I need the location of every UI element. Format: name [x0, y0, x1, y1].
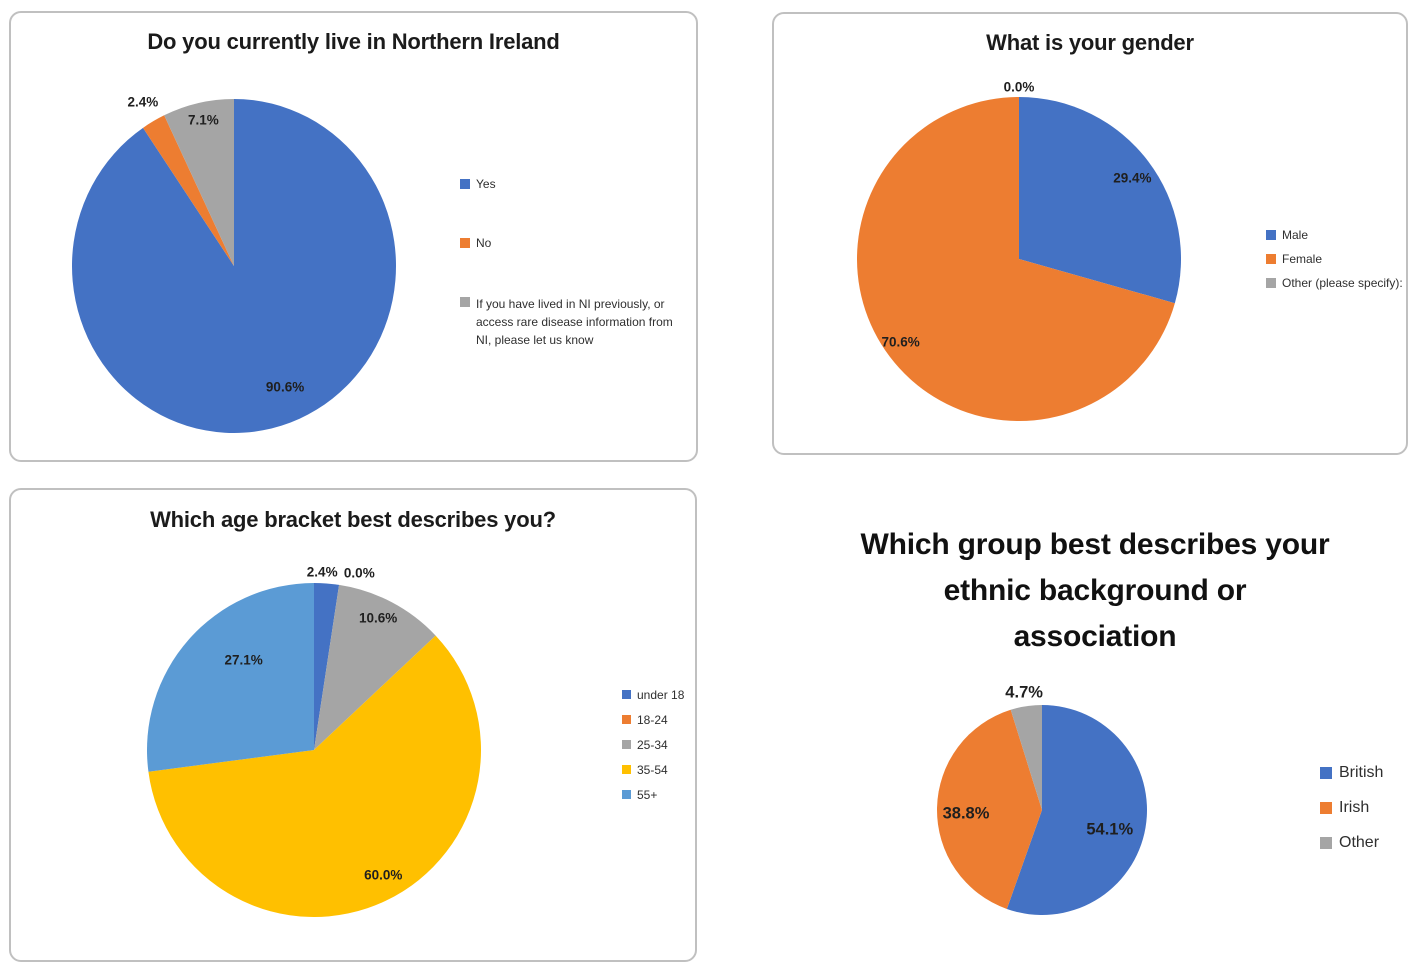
chart-title: Which group best describes your ethnic b…	[860, 528, 1330, 653]
chart-card-gender: What is your gender 29.4% 70.6% 0.0% Male F…	[772, 12, 1408, 455]
legend-swatch-icon	[622, 790, 631, 799]
pie-percent-label: 38.8%	[942, 804, 990, 823]
legend-swatch-icon	[1266, 230, 1276, 240]
legend-swatch-icon	[1266, 254, 1276, 264]
legend: Male Female Other (please specify):	[1266, 228, 1403, 290]
legend-label: 35-54	[637, 763, 668, 777]
pie-percent-label: 7.1%	[187, 112, 219, 128]
legend-item: 25-34	[622, 738, 684, 752]
legend-label: Other (please specify):	[1282, 276, 1403, 290]
pie-percent-label: 27.1%	[224, 652, 263, 668]
pie-chart-svg	[72, 99, 396, 433]
legend-label: Irish	[1339, 799, 1370, 816]
legend-item: British	[1320, 764, 1383, 782]
legend-item: 35-54	[622, 763, 684, 777]
legend-item: If you have lived in NI previously, or a…	[460, 295, 688, 349]
pie-percent-label: 54.1%	[1086, 820, 1134, 839]
legend: British Irish Other	[1320, 764, 1383, 852]
legend-label: Yes	[476, 177, 496, 191]
chart-title: Do you currently live in Northern Irelan…	[147, 29, 560, 54]
legend-item: Yes	[460, 177, 688, 191]
pie-slice	[147, 583, 314, 772]
legend-item: Other	[1320, 834, 1383, 852]
legend-swatch-icon	[1320, 837, 1332, 849]
pie-slice	[937, 709, 1042, 909]
legend-item: Female	[1266, 252, 1403, 266]
legend-label: Other	[1339, 834, 1380, 851]
pie-chart-svg	[857, 97, 1181, 421]
pie-area: 54.1% 38.8% 4.7%	[772, 470, 1418, 969]
legend-swatch-icon	[460, 297, 470, 307]
pie-percent-label: 0.0%	[1003, 79, 1035, 95]
pie-chart-svg	[147, 583, 481, 917]
pie-area: 29.4% 70.6% 0.0%	[774, 14, 1406, 453]
pie-slice	[164, 99, 234, 266]
chart-card-age-bracket: Which age bracket best describes you? 2.…	[9, 488, 697, 962]
legend-label: No	[476, 236, 492, 250]
legend-label: under 18	[637, 688, 685, 702]
pie-area: 90.6% 2.4% 7.1%	[11, 13, 696, 460]
pie-percent-label: 60.0%	[364, 867, 403, 883]
pie-percent-label: 29.4%	[1113, 170, 1152, 186]
pie-slice	[143, 115, 234, 267]
legend-swatch-icon	[1320, 802, 1332, 814]
pie-slice	[314, 584, 436, 750]
pie-percent-label: 2.4%	[306, 564, 338, 580]
legend-swatch-icon	[1266, 278, 1276, 288]
legend-swatch-icon	[1320, 767, 1332, 779]
legend-label: 25-34	[637, 738, 668, 752]
legend-swatch-icon	[622, 715, 631, 724]
legend-item: Irish	[1320, 799, 1383, 817]
pie-slice	[1019, 97, 1181, 304]
pie-percent-label: 2.4%	[127, 94, 159, 110]
legend-label: British	[1339, 764, 1384, 781]
pie-percent-label: 0.0%	[343, 565, 375, 581]
pie-slice	[1010, 705, 1042, 810]
pie-percent-label: 90.6%	[265, 379, 305, 395]
pie-slice	[857, 97, 1175, 421]
pie-area: 2.4% 0.0% 10.6% 60.0% 27.1%	[11, 490, 695, 960]
legend-item: 18-24	[622, 713, 684, 727]
legend-label: Male	[1282, 228, 1309, 242]
chart-card-live-in-ni: Do you currently live in Northern Irelan…	[9, 11, 698, 462]
legend-swatch-icon	[460, 179, 470, 189]
pie-slice	[314, 583, 340, 750]
legend-label: If you have lived in NI previously, or a…	[476, 297, 673, 347]
pie-percent-label: 70.6%	[881, 334, 920, 350]
chart-title: What is your gender	[986, 30, 1194, 55]
legend-item: No	[460, 236, 688, 250]
chart-title: Which age bracket best describes you?	[150, 507, 556, 532]
pie-percent-label: 4.7%	[1005, 683, 1043, 702]
legend-swatch-icon	[622, 690, 631, 699]
legend-item: 55+	[622, 788, 684, 802]
legend-swatch-icon	[622, 740, 631, 749]
legend-swatch-icon	[622, 765, 631, 774]
pie-chart-svg	[937, 705, 1147, 915]
pie-percent-label: 10.6%	[358, 610, 398, 626]
legend: Yes No If you have lived in NI previously,…	[460, 177, 688, 349]
legend-item: Male	[1266, 228, 1403, 242]
pie-slice	[1006, 705, 1147, 915]
legend-label: 18-24	[637, 713, 668, 727]
legend-label: Female	[1282, 252, 1323, 266]
pie-slice	[148, 635, 481, 917]
legend: under 18 18-24 25-34 35-54 55+	[622, 688, 684, 802]
chart-section-ethnic-background: Which group best describes your ethnic b…	[772, 470, 1418, 969]
legend-swatch-icon	[460, 238, 470, 248]
legend-label: 55+	[637, 788, 658, 802]
legend-item: Other (please specify):	[1266, 276, 1403, 290]
legend-item: under 18	[622, 688, 684, 702]
pie-slice	[72, 99, 396, 433]
